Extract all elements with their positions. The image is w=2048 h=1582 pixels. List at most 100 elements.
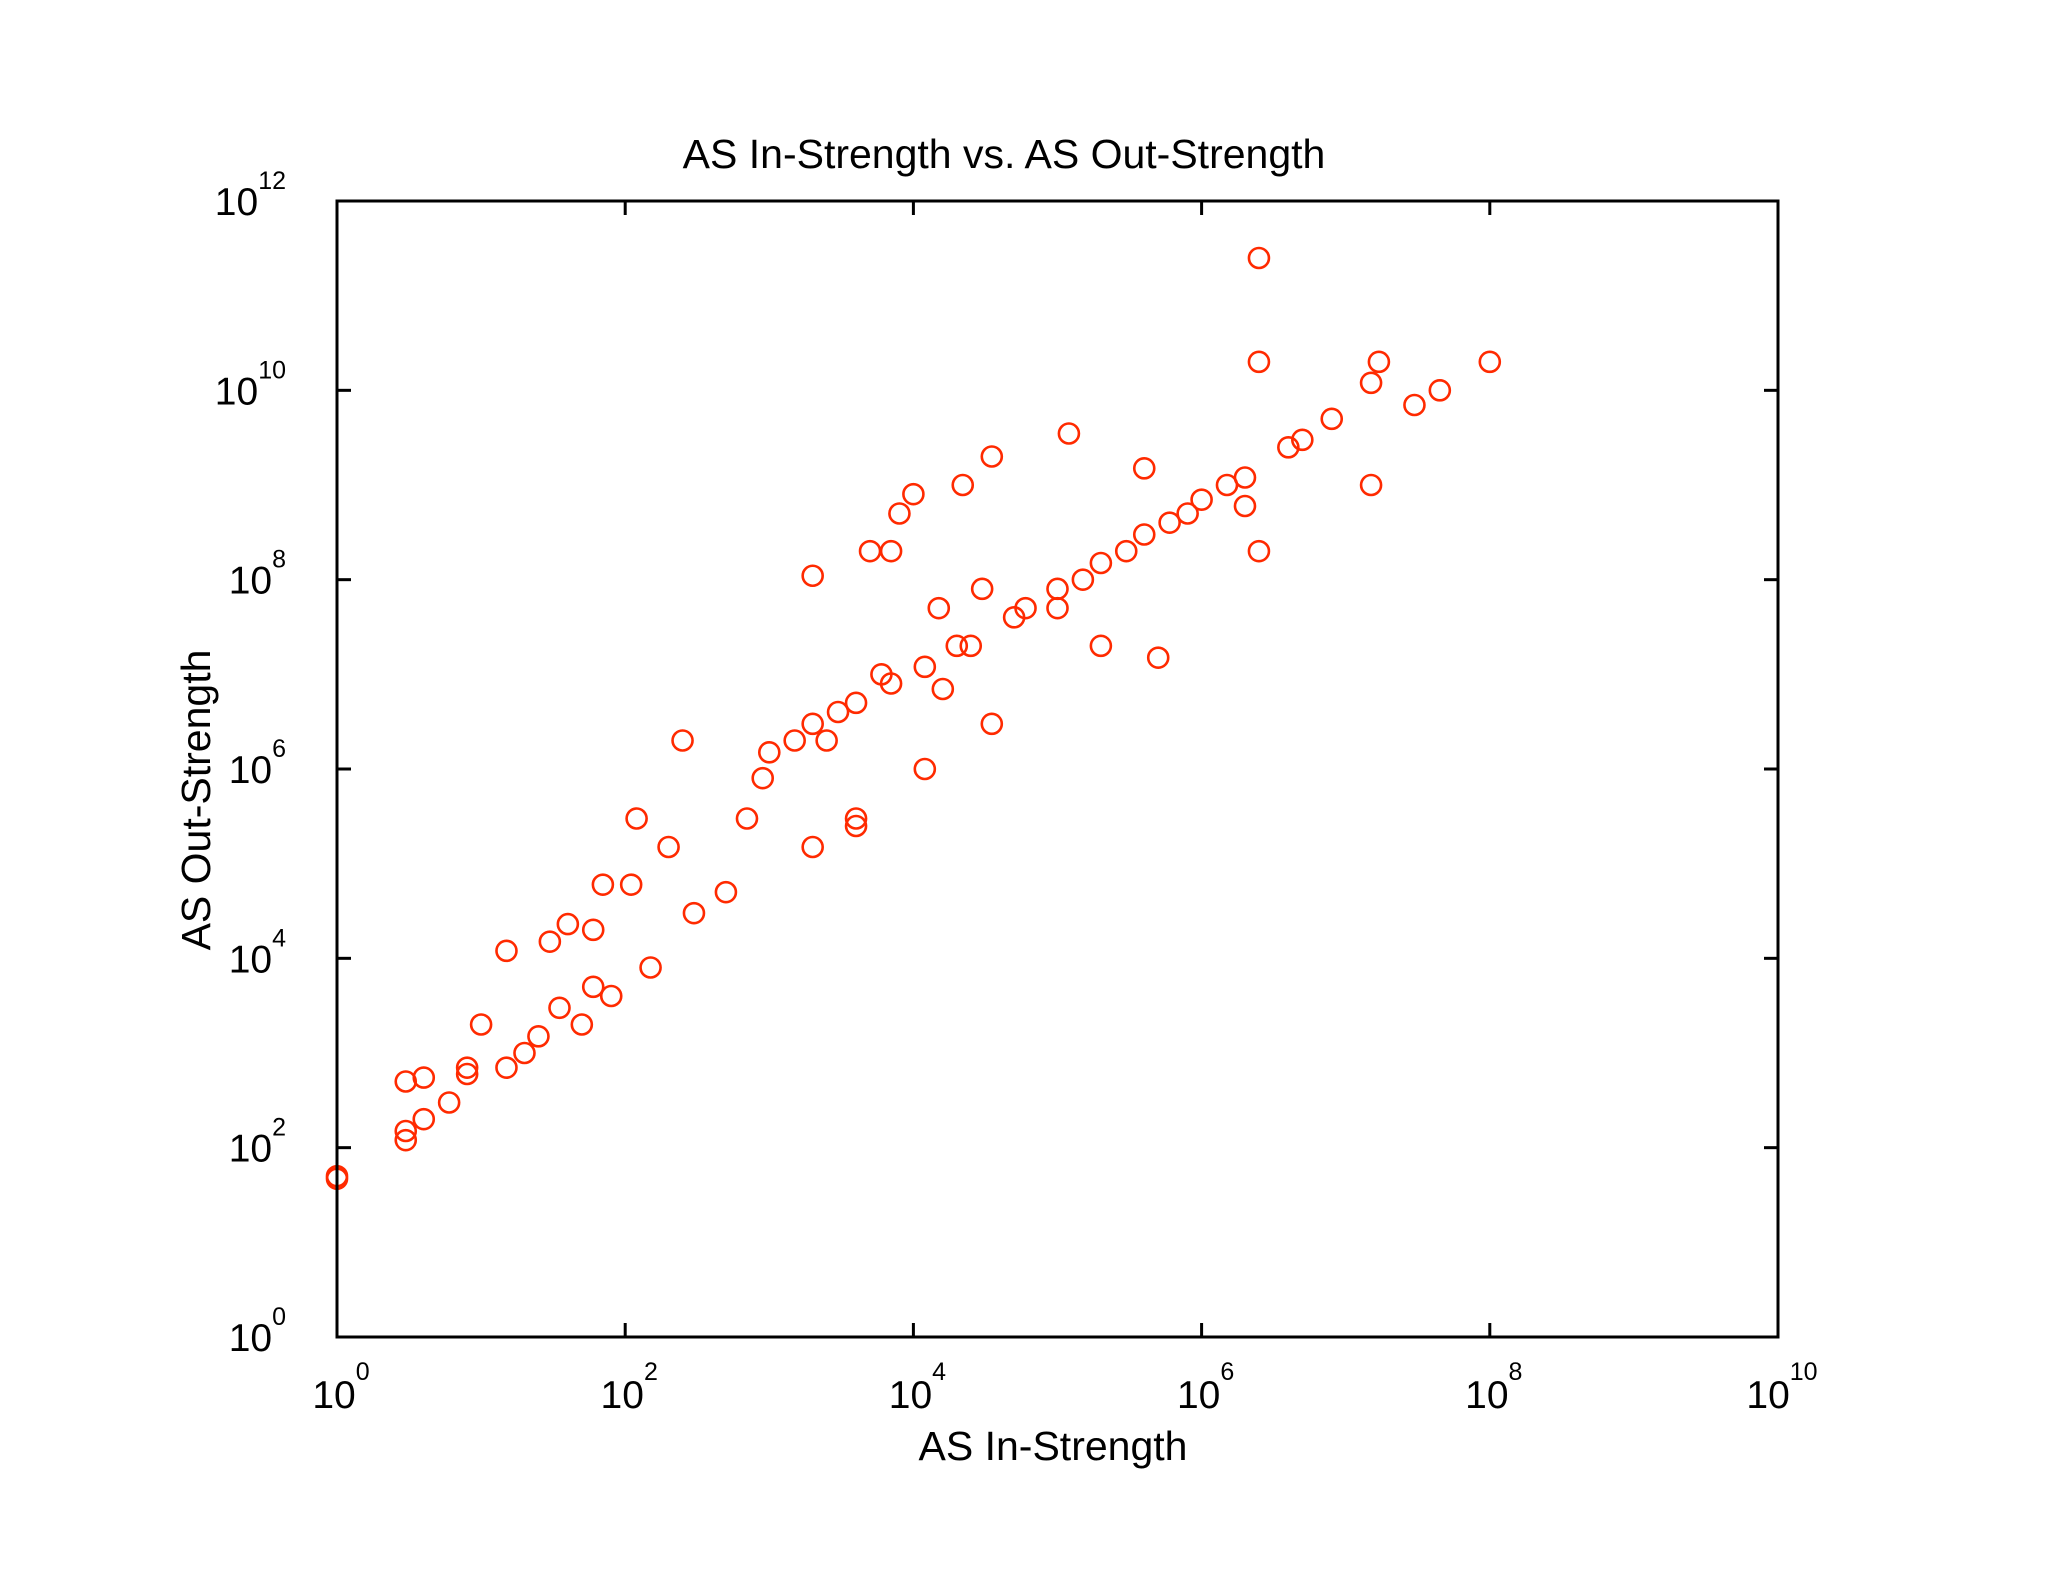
y-axis-label: AS Out-Strength: [173, 650, 219, 951]
data-point: [1071, 568, 1095, 591]
data-point: [1176, 502, 1199, 525]
data-point: [1132, 457, 1156, 480]
data-point: [495, 1056, 518, 1079]
data-point: [548, 996, 571, 1020]
data-point: [682, 901, 706, 925]
data-point: [888, 502, 911, 525]
data-point: [844, 691, 868, 715]
data-point: [1114, 539, 1138, 563]
data-point: [970, 577, 994, 601]
data-point: [1359, 371, 1383, 395]
data-point: [412, 1066, 436, 1089]
chart-title: AS In-Strength vs. AS Out-Strength: [683, 131, 1326, 177]
data-point: [556, 912, 580, 936]
data-point: [1320, 407, 1344, 431]
data-point: [1089, 634, 1113, 658]
points-layer: [325, 246, 1502, 1191]
data-point: [394, 1128, 418, 1152]
data-point: [1158, 511, 1181, 534]
data-point: [858, 539, 882, 563]
data-point: [927, 596, 951, 620]
y-tick-label: 108: [229, 546, 286, 603]
data-point: [455, 1062, 479, 1086]
data-point: [751, 766, 775, 790]
data-point: [1247, 539, 1271, 563]
data-point: [495, 939, 518, 963]
data-point: [1046, 596, 1069, 620]
data-point: [801, 712, 824, 736]
data-point: [959, 634, 983, 658]
data-point: [980, 445, 1004, 468]
x-tick-label: 104: [889, 1358, 946, 1417]
data-point: [801, 835, 824, 859]
data-point: [1403, 393, 1426, 417]
data-point: [815, 729, 838, 752]
data-point: [591, 873, 615, 896]
data-point: [1190, 488, 1213, 511]
data-point: [951, 473, 975, 497]
data-point: [570, 1013, 594, 1036]
data-point: [619, 873, 643, 896]
data-point: [1215, 473, 1239, 497]
data-point: [1233, 494, 1257, 518]
x-tick-label: 108: [1465, 1358, 1522, 1417]
data-point: [1089, 551, 1113, 575]
y-tick-label: 104: [229, 924, 286, 981]
y-tick-label: 100: [229, 1303, 286, 1360]
data-point: [1146, 646, 1170, 669]
data-point: [1247, 350, 1271, 374]
data-point: [714, 880, 738, 904]
data-point: [639, 956, 662, 979]
data-point: [945, 634, 969, 658]
y-tick-label: 1010: [215, 356, 286, 413]
data-point: [1428, 379, 1452, 402]
data-point: [1247, 246, 1271, 270]
data-point: [931, 677, 955, 701]
data-point: [394, 1070, 418, 1093]
x-axis-label: AS In-Strength: [919, 1423, 1188, 1469]
data-point: [879, 672, 903, 695]
data-point: [913, 757, 937, 781]
x-tick-label: 1010: [1746, 1358, 1817, 1417]
data-point: [412, 1107, 436, 1131]
data-point: [437, 1091, 461, 1114]
data-point: [469, 1013, 493, 1036]
data-point: [1057, 422, 1081, 445]
data-point: [913, 655, 937, 679]
data-point: [657, 835, 680, 859]
data-point: [783, 729, 806, 752]
x-tick-label: 106: [1177, 1358, 1234, 1417]
data-point: [513, 1041, 536, 1065]
data-point: [527, 1025, 550, 1048]
data-point: [1478, 350, 1502, 374]
x-tick-label: 100: [312, 1358, 369, 1417]
data-point: [879, 539, 903, 563]
data-point: [801, 564, 824, 588]
data-point: [394, 1119, 418, 1143]
y-tick-label: 102: [229, 1114, 286, 1171]
x-tick-label: 102: [601, 1358, 658, 1417]
data-point: [581, 918, 605, 942]
data-point: [1359, 473, 1383, 497]
data-point: [844, 814, 868, 838]
data-point: [671, 729, 694, 752]
data-point: [538, 930, 562, 953]
data-point: [980, 712, 1004, 736]
data-point: [625, 807, 648, 830]
data-point: [455, 1056, 479, 1079]
data-point: [599, 984, 623, 1008]
data-point: [1046, 577, 1069, 601]
data-point: [902, 482, 925, 506]
data-point: [1132, 523, 1156, 546]
data-point: [1277, 436, 1300, 459]
data-point: [1367, 350, 1391, 374]
data-point: [735, 807, 759, 830]
y-tick-label: 1012: [215, 167, 286, 224]
data-point: [826, 700, 850, 724]
data-point: [844, 807, 868, 830]
data-point: [1291, 428, 1314, 452]
data-point: [757, 741, 781, 764]
data-point: [581, 975, 605, 999]
plot-frame: [335, 199, 1780, 1339]
